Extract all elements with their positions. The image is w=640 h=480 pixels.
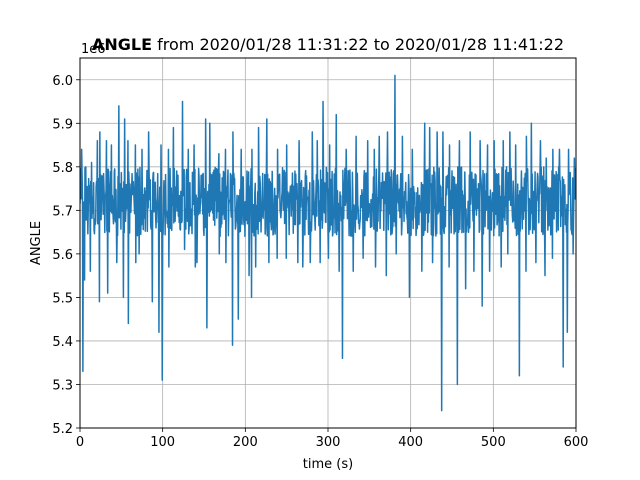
chart-title-rest: from 2020/01/28 11:31:22 to 2020/01/28 1… xyxy=(152,35,564,54)
y-tick-label: 5.8 xyxy=(52,161,73,176)
x-tick-label: 0 xyxy=(76,435,84,450)
angle-series-path xyxy=(80,74,576,412)
y-tick-label: 5.9 xyxy=(52,117,73,132)
x-tick-label: 600 xyxy=(564,435,589,450)
y-tick-label: 5.7 xyxy=(52,204,73,219)
y-axis-offset-label: 1e6 xyxy=(81,42,106,57)
chart-title-bold: ANGLE xyxy=(92,35,152,54)
y-tick-label: 5.3 xyxy=(52,378,73,393)
x-tick-label: 400 xyxy=(398,435,423,450)
series-angle-line xyxy=(80,74,576,412)
x-tick-label: 300 xyxy=(316,435,341,450)
x-axis-label: time (s) xyxy=(303,457,353,472)
y-tick-label: 5.6 xyxy=(52,248,73,263)
y-tick-label: 5.4 xyxy=(52,335,73,350)
y-tick-label: 5.5 xyxy=(52,291,73,306)
x-tick-label: 200 xyxy=(233,435,258,450)
y-axis-ticks: 5.2 5.3 5.4 5.5 5.6 5.7 5.8 5.9 6.0 xyxy=(52,74,80,437)
x-tick-label: 100 xyxy=(150,435,175,450)
chart-title: ANGLE from 2020/01/28 11:31:22 to 2020/0… xyxy=(92,35,564,54)
y-tick-label: 6.0 xyxy=(52,74,73,89)
x-axis-ticks: 0 100 200 300 400 500 600 xyxy=(76,428,589,450)
x-tick-label: 500 xyxy=(481,435,506,450)
y-axis-label: ANGLE xyxy=(29,221,44,265)
y-tick-label: 5.2 xyxy=(52,422,73,437)
